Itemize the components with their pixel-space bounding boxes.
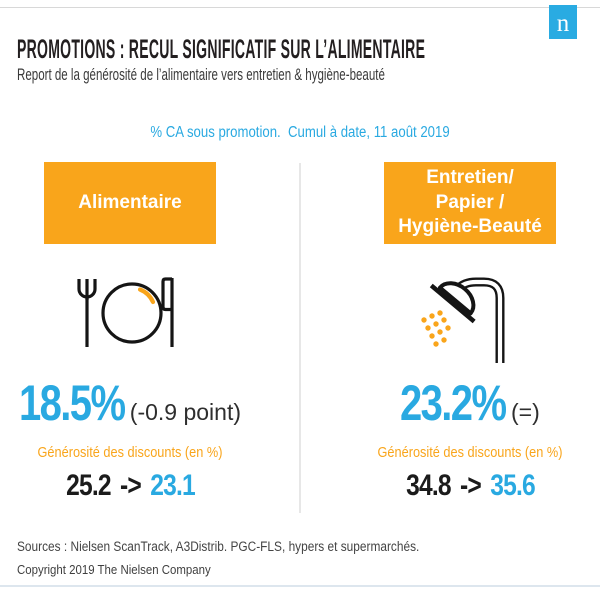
discount-values: 25.2 -> 23.1 bbox=[0, 461, 260, 502]
sources-text: Sources : Nielsen ScanTrack, A3Distrib. … bbox=[17, 539, 420, 554]
discount-from: 34.8 bbox=[405, 469, 451, 502]
category-badge-entretien: Entretien/ Papier / Hygiène-Beauté bbox=[384, 162, 556, 244]
category-badge-alimentaire: Alimentaire bbox=[44, 162, 216, 244]
discount-to: 23.1 bbox=[149, 469, 195, 502]
discount-from: 25.2 bbox=[65, 469, 111, 502]
promo-share-change: (=) bbox=[511, 399, 540, 425]
discount-label: Générosité des discounts (en %) bbox=[377, 444, 563, 461]
discount-label: Générosité des discounts (en %) bbox=[37, 444, 223, 461]
logo-letter: n bbox=[556, 9, 570, 37]
category-label: Papier / bbox=[435, 191, 505, 213]
promo-share-value: 23.2% bbox=[400, 375, 507, 431]
promo-share-change: (-0.9 point) bbox=[129, 399, 241, 425]
promo-share-value: 18.5% bbox=[19, 375, 126, 431]
category-label: Entretien/ bbox=[426, 166, 514, 188]
plate-fork-knife-icon bbox=[0, 250, 260, 376]
column-divider bbox=[299, 163, 301, 513]
column-alimentaire: Alimentaire 18.5% (-0.9 point) Générosit… bbox=[0, 160, 300, 502]
kpi-value-line: 18.5% (-0.9 point) bbox=[0, 378, 260, 428]
nielsen-logo-icon: n bbox=[549, 5, 577, 39]
discount-values: 34.8 -> 35.6 bbox=[340, 461, 600, 502]
category-label: Hygiène-Beauté bbox=[398, 216, 542, 238]
context-line: % CA sous promotion. Cumul à date, 11 ao… bbox=[150, 124, 450, 141]
page-subtitle: Report de la générosité de l’alimentaire… bbox=[17, 66, 385, 84]
category-label: Alimentaire bbox=[78, 191, 182, 213]
kpi-columns: Alimentaire 18.5% (-0.9 point) Générosit… bbox=[0, 160, 600, 513]
bottom-divider bbox=[0, 585, 600, 587]
arrow-right-icon: -> bbox=[119, 469, 142, 502]
copyright-text: Copyright 2019 The Nielsen Company bbox=[17, 562, 211, 577]
page-title: PROMOTIONS : RECUL SIGNIFICATIF SUR L’AL… bbox=[17, 34, 426, 64]
discount-to: 35.6 bbox=[489, 469, 535, 502]
kpi-value-line: 23.2% (=) bbox=[340, 378, 600, 428]
shower-icon bbox=[340, 250, 600, 376]
arrow-right-icon: -> bbox=[459, 469, 482, 502]
column-entretien: Entretien/ Papier / Hygiène-Beauté bbox=[300, 160, 600, 502]
top-divider bbox=[0, 7, 600, 8]
